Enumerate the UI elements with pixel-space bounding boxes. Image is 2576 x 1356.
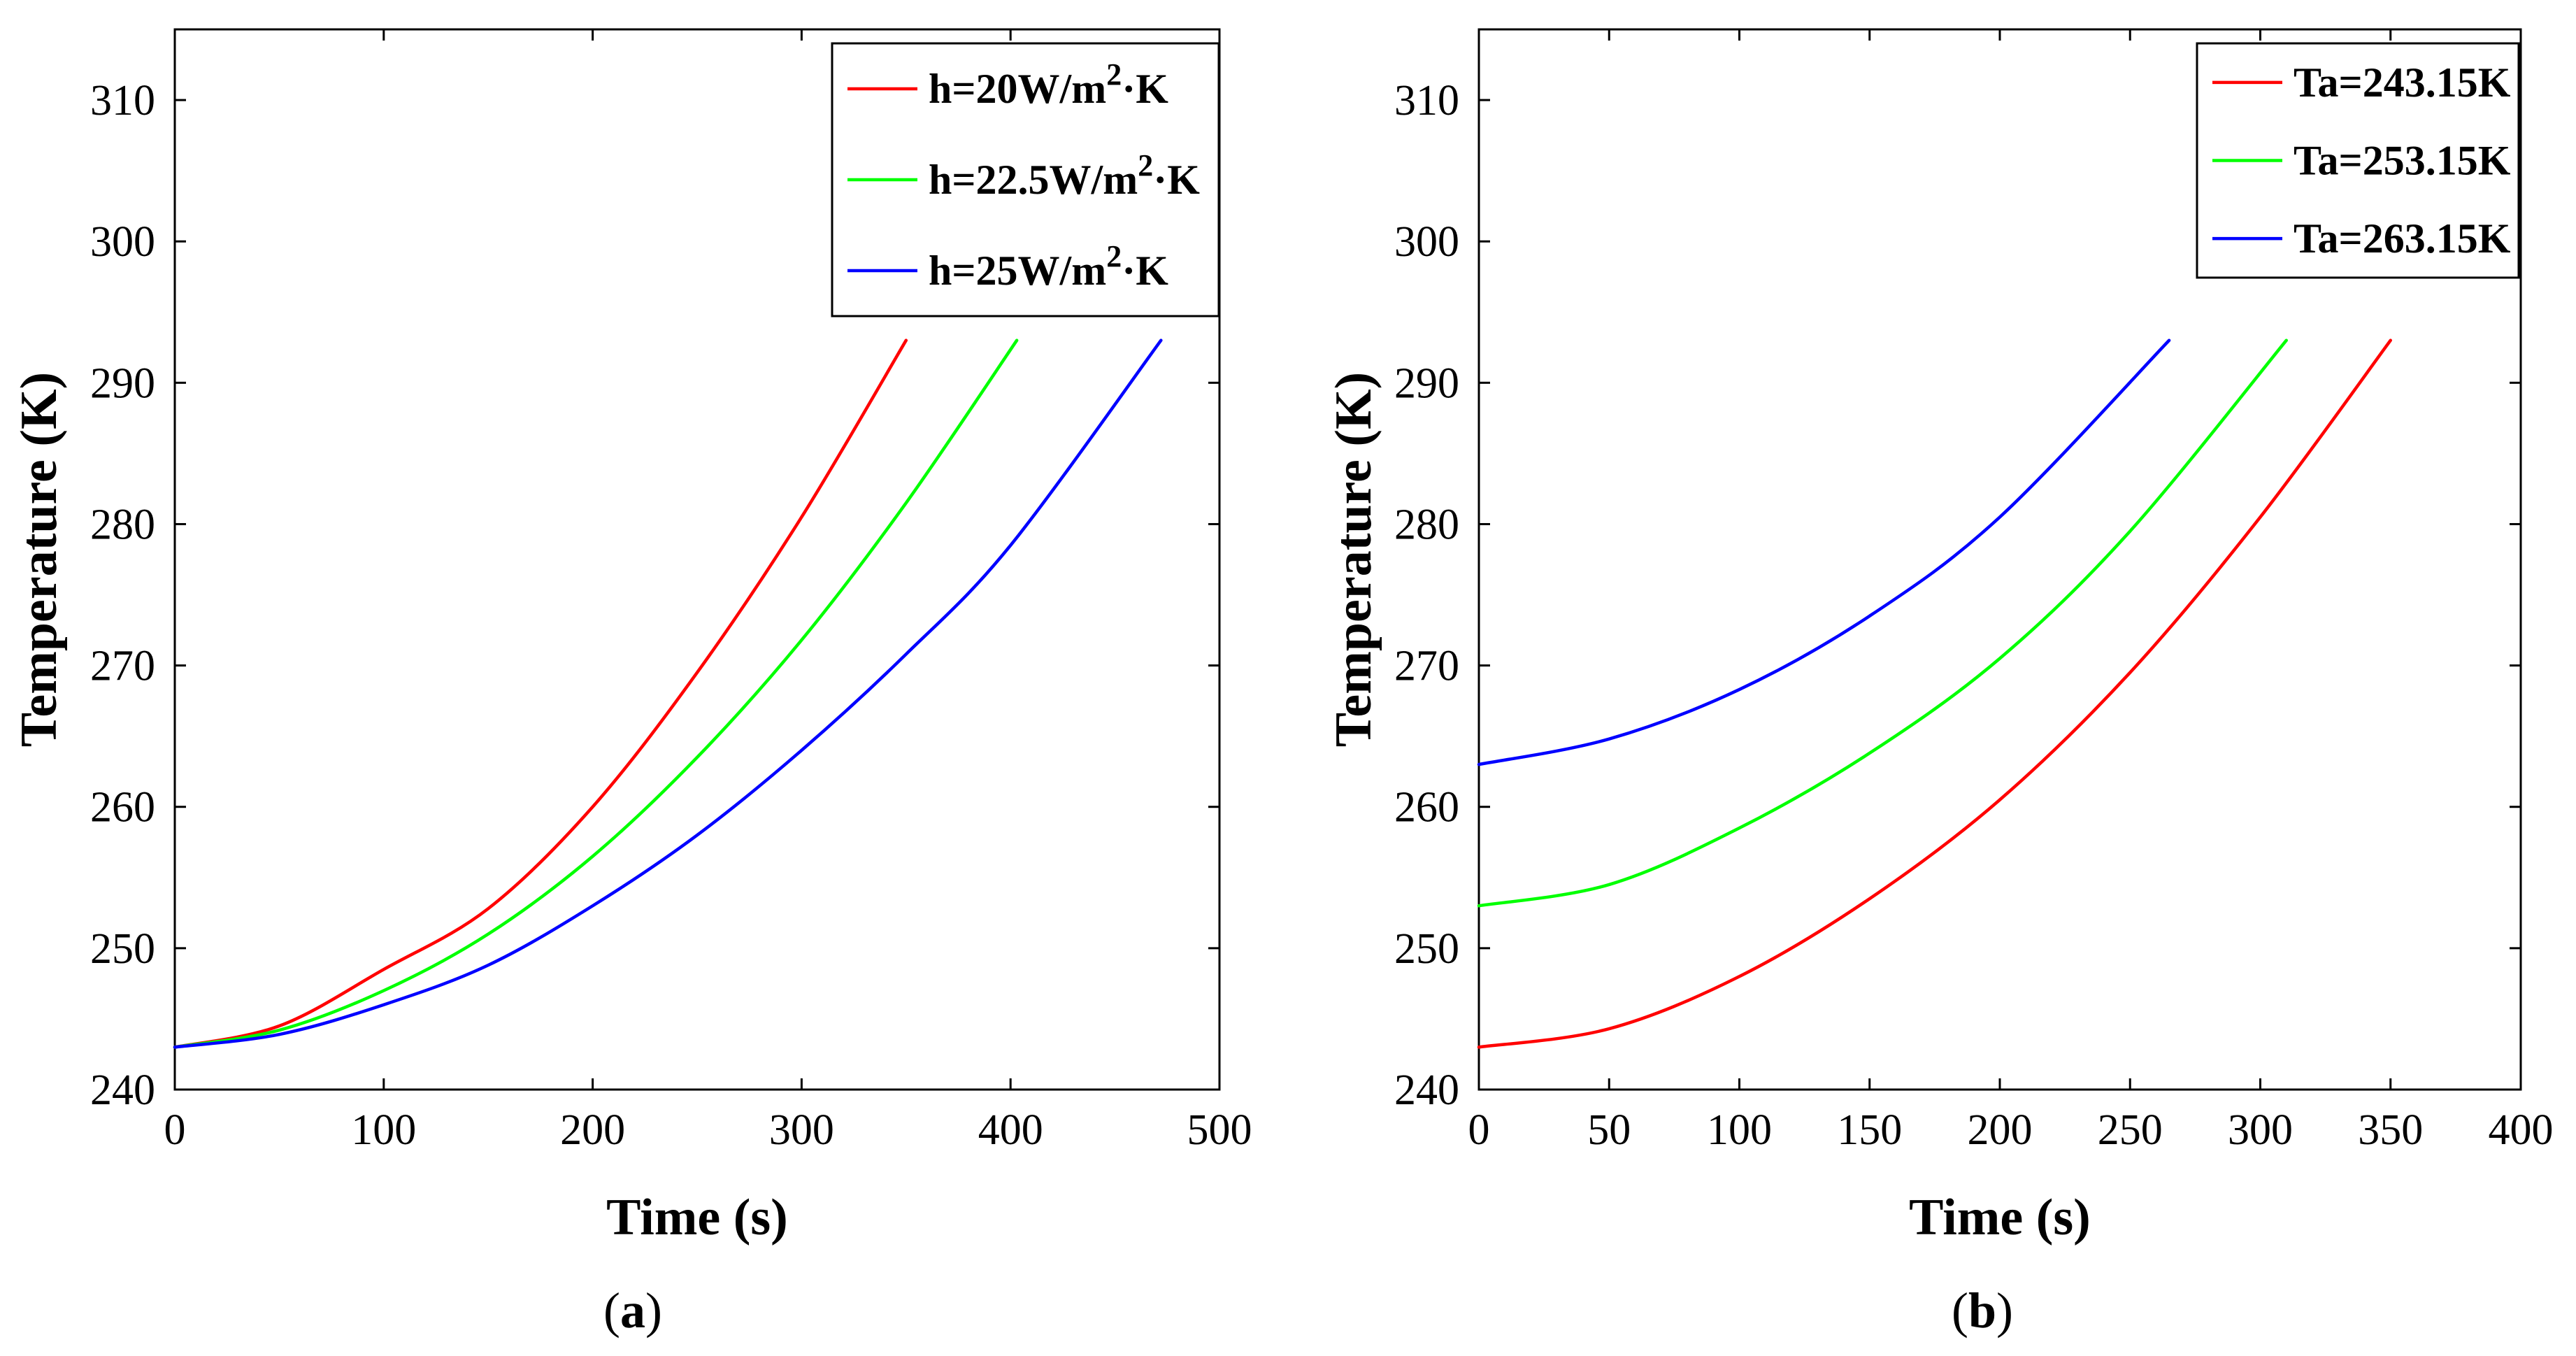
y-tick-label: 250 [1394, 925, 1459, 973]
legend-label: Ta=263.15K [2294, 215, 2511, 262]
y-tick-label: 270 [1394, 643, 1459, 690]
y-tick-label: 290 [1394, 359, 1459, 407]
legend-label: Ta=253.15K [2294, 138, 2511, 184]
series-line-1 [1477, 338, 2392, 1049]
series-line-3 [173, 338, 1163, 1049]
y-tick-label: 250 [90, 925, 155, 973]
series-line-2 [1477, 338, 2288, 908]
x-tick-label: 350 [2358, 1106, 2423, 1154]
y-axis-label: Temperature (K) [10, 372, 68, 747]
x-axis-label: Time (s) [1909, 1189, 2091, 1246]
y-tick-label: 310 [1394, 77, 1459, 124]
y-axis-label: Temperature (K) [1325, 372, 1382, 747]
x-tick-label: 100 [1707, 1106, 1772, 1154]
legend-label: Ta=243.15K [2294, 59, 2511, 106]
x-tick-label: 0 [1468, 1106, 1490, 1154]
x-tick-label: 500 [1187, 1106, 1252, 1154]
x-axis-label: Time (s) [606, 1189, 788, 1246]
series-line-1 [173, 338, 908, 1049]
y-tick-label: 300 [90, 218, 155, 266]
x-tick-label: 400 [2489, 1106, 2554, 1154]
legend-label: h=20W/m2·K [929, 57, 1168, 112]
x-tick-label: 100 [351, 1106, 416, 1154]
x-tick-label: 200 [1968, 1106, 2033, 1154]
chart-panel-b: 0 50 100 150 200 250 300 350 400 240 250 260 270 280 2… [1325, 28, 2554, 1339]
panel-caption: (b) [1952, 1283, 2013, 1339]
y-tick-label: 300 [1394, 218, 1459, 266]
y-tick-label: 260 [1394, 784, 1459, 832]
y-tick-label: 280 [90, 501, 155, 548]
y-tick-label: 240 [1394, 1066, 1459, 1114]
chart-panel-a: 0 100 200 300 400 500 240 250 260 270 280 290 300 310… [10, 28, 1252, 1339]
x-tick-label: 200 [560, 1106, 625, 1154]
y-tick-label: 290 [90, 359, 155, 407]
y-tick-label: 310 [90, 77, 155, 124]
x-tick-label: 300 [2228, 1106, 2293, 1154]
series-line-3 [1477, 338, 2171, 766]
legend-label: h=22.5W/m2·K [929, 148, 1200, 203]
y-tick-label: 270 [90, 643, 155, 690]
y-tick-label: 280 [1394, 501, 1459, 548]
y-tick-label: 240 [90, 1066, 155, 1114]
x-tick-label: 300 [769, 1106, 834, 1154]
x-tick-label: 150 [1837, 1106, 1902, 1154]
series-line-2 [173, 338, 1019, 1049]
x-tick-label: 50 [1587, 1106, 1631, 1154]
x-tick-label: 400 [978, 1106, 1043, 1154]
x-tick-label: 0 [164, 1106, 186, 1154]
legend-label: h=25W/m2·K [929, 239, 1168, 294]
y-tick-label: 260 [90, 784, 155, 832]
panel-caption: (a) [603, 1283, 662, 1339]
x-tick-label: 250 [2098, 1106, 2163, 1154]
